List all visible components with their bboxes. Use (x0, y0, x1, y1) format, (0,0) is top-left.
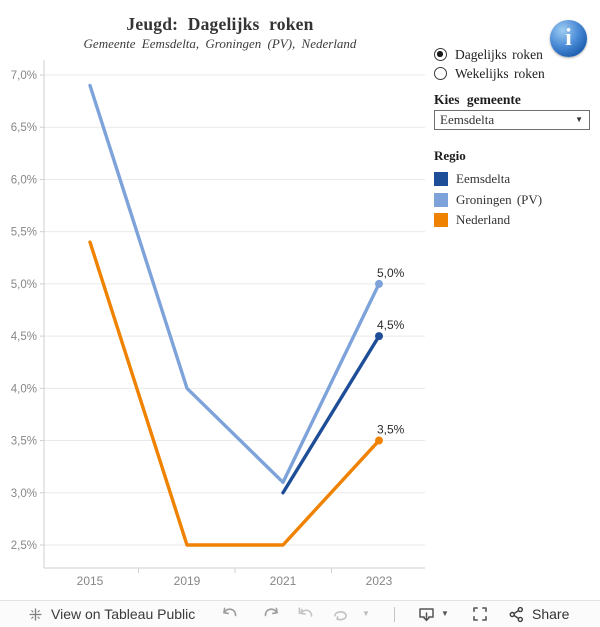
x-axis-label: 2023 (366, 574, 393, 588)
radio-label: Dagelijks roken (455, 46, 543, 62)
tableau-logo-icon (29, 608, 42, 620)
radio-group-roken: Dagelijks roken Wekelijks roken (434, 45, 545, 83)
legend: Regio Eemsdelta Groningen (PV) Nederland (434, 148, 542, 231)
view-on-tableau-public-link[interactable]: View on Tableau Public (27, 604, 195, 624)
series-line-groningen-pv- (88, 83, 381, 485)
series-line-nederland (88, 240, 381, 547)
series-end-label: 5,0% (377, 266, 405, 280)
download-icon[interactable] (416, 604, 437, 624)
line-chart[interactable]: 7,0% 6,5% 6,0% 5,5% 5,0% 4,5% 4,0% 3,5% 3,0% 2,5%… (0, 0, 600, 600)
chevron-down-icon: ▼ (575, 115, 583, 124)
y-axis-label: 2,5% (11, 540, 37, 552)
radio-label: Wekelijks roken (455, 65, 545, 81)
y-axis-label: 3,5% (11, 436, 37, 448)
legend-item[interactable]: Groningen (PV) (434, 190, 542, 211)
y-axis-label: 6,0% (11, 174, 37, 186)
legend-title: Regio (434, 148, 466, 163)
redo-icon[interactable] (262, 604, 282, 624)
series-endpoint-marker (375, 279, 383, 288)
info-icon[interactable]: i (550, 20, 587, 57)
legend-swatch (434, 192, 448, 207)
page-title: Jeugd: Dagelijks roken (126, 14, 314, 34)
legend-swatch (434, 172, 448, 187)
radio-button-icon[interactable] (434, 67, 447, 80)
y-axis-label: 6,5% (11, 122, 37, 134)
share-button[interactable]: Share (507, 604, 569, 624)
legend-item[interactable]: Nederland (434, 210, 542, 231)
y-axis-label: 5,5% (11, 227, 37, 239)
series-end-label: 4,5% (377, 318, 405, 332)
radio-option-wekelijks[interactable]: Wekelijks roken (434, 64, 545, 83)
refresh-caret-icon[interactable]: ▼ (362, 609, 370, 618)
toolbar-divider (394, 607, 395, 622)
download-caret-icon[interactable]: ▼ (441, 609, 449, 618)
legend-label: Nederland (456, 212, 511, 228)
series-end-label: 3,5% (377, 423, 405, 437)
y-axis-label: 4,0% (11, 383, 37, 395)
y-axis-label: 5,0% (11, 279, 37, 291)
dropdown-value: Eemsdelta (440, 112, 495, 127)
x-axis-label: 2019 (174, 574, 201, 588)
radio-option-dagelijks[interactable]: Dagelijks roken (434, 45, 545, 64)
page-subtitle: Gemeente Eemsdelta, Groningen (PV), Nede… (83, 36, 357, 51)
gemeente-dropdown[interactable]: Eemsdelta ▼ (434, 110, 590, 130)
y-axis-label: 3,0% (11, 488, 37, 500)
series-line-eemsdelta (281, 334, 381, 495)
legend-label: Eemsdelta (456, 171, 511, 187)
view-link-label: View on Tableau Public (51, 606, 196, 622)
series-endpoint-marker (375, 332, 383, 341)
y-axis-label: 7,0% (11, 70, 37, 82)
tableau-toolbar: View on Tableau Public (0, 600, 600, 627)
undo-icon[interactable] (219, 604, 239, 624)
legend-label: Groningen (PV) (456, 191, 543, 207)
share-label: Share (532, 606, 570, 622)
x-axis-label: 2015 (77, 574, 104, 588)
fullscreen-icon[interactable] (470, 604, 490, 624)
radio-button-icon[interactable] (434, 48, 447, 61)
series-endpoint-marker (375, 436, 383, 445)
reset-icon[interactable] (295, 604, 315, 624)
legend-swatch (434, 213, 448, 228)
refresh-icon[interactable] (330, 604, 350, 624)
info-icon-glyph: i (565, 25, 572, 51)
y-axis-label: 4,5% (11, 331, 37, 343)
dropdown-label: Kies gemeente (434, 92, 521, 107)
x-axis-label: 2021 (270, 574, 297, 588)
share-icon (509, 606, 524, 622)
legend-item[interactable]: Eemsdelta (434, 169, 542, 190)
